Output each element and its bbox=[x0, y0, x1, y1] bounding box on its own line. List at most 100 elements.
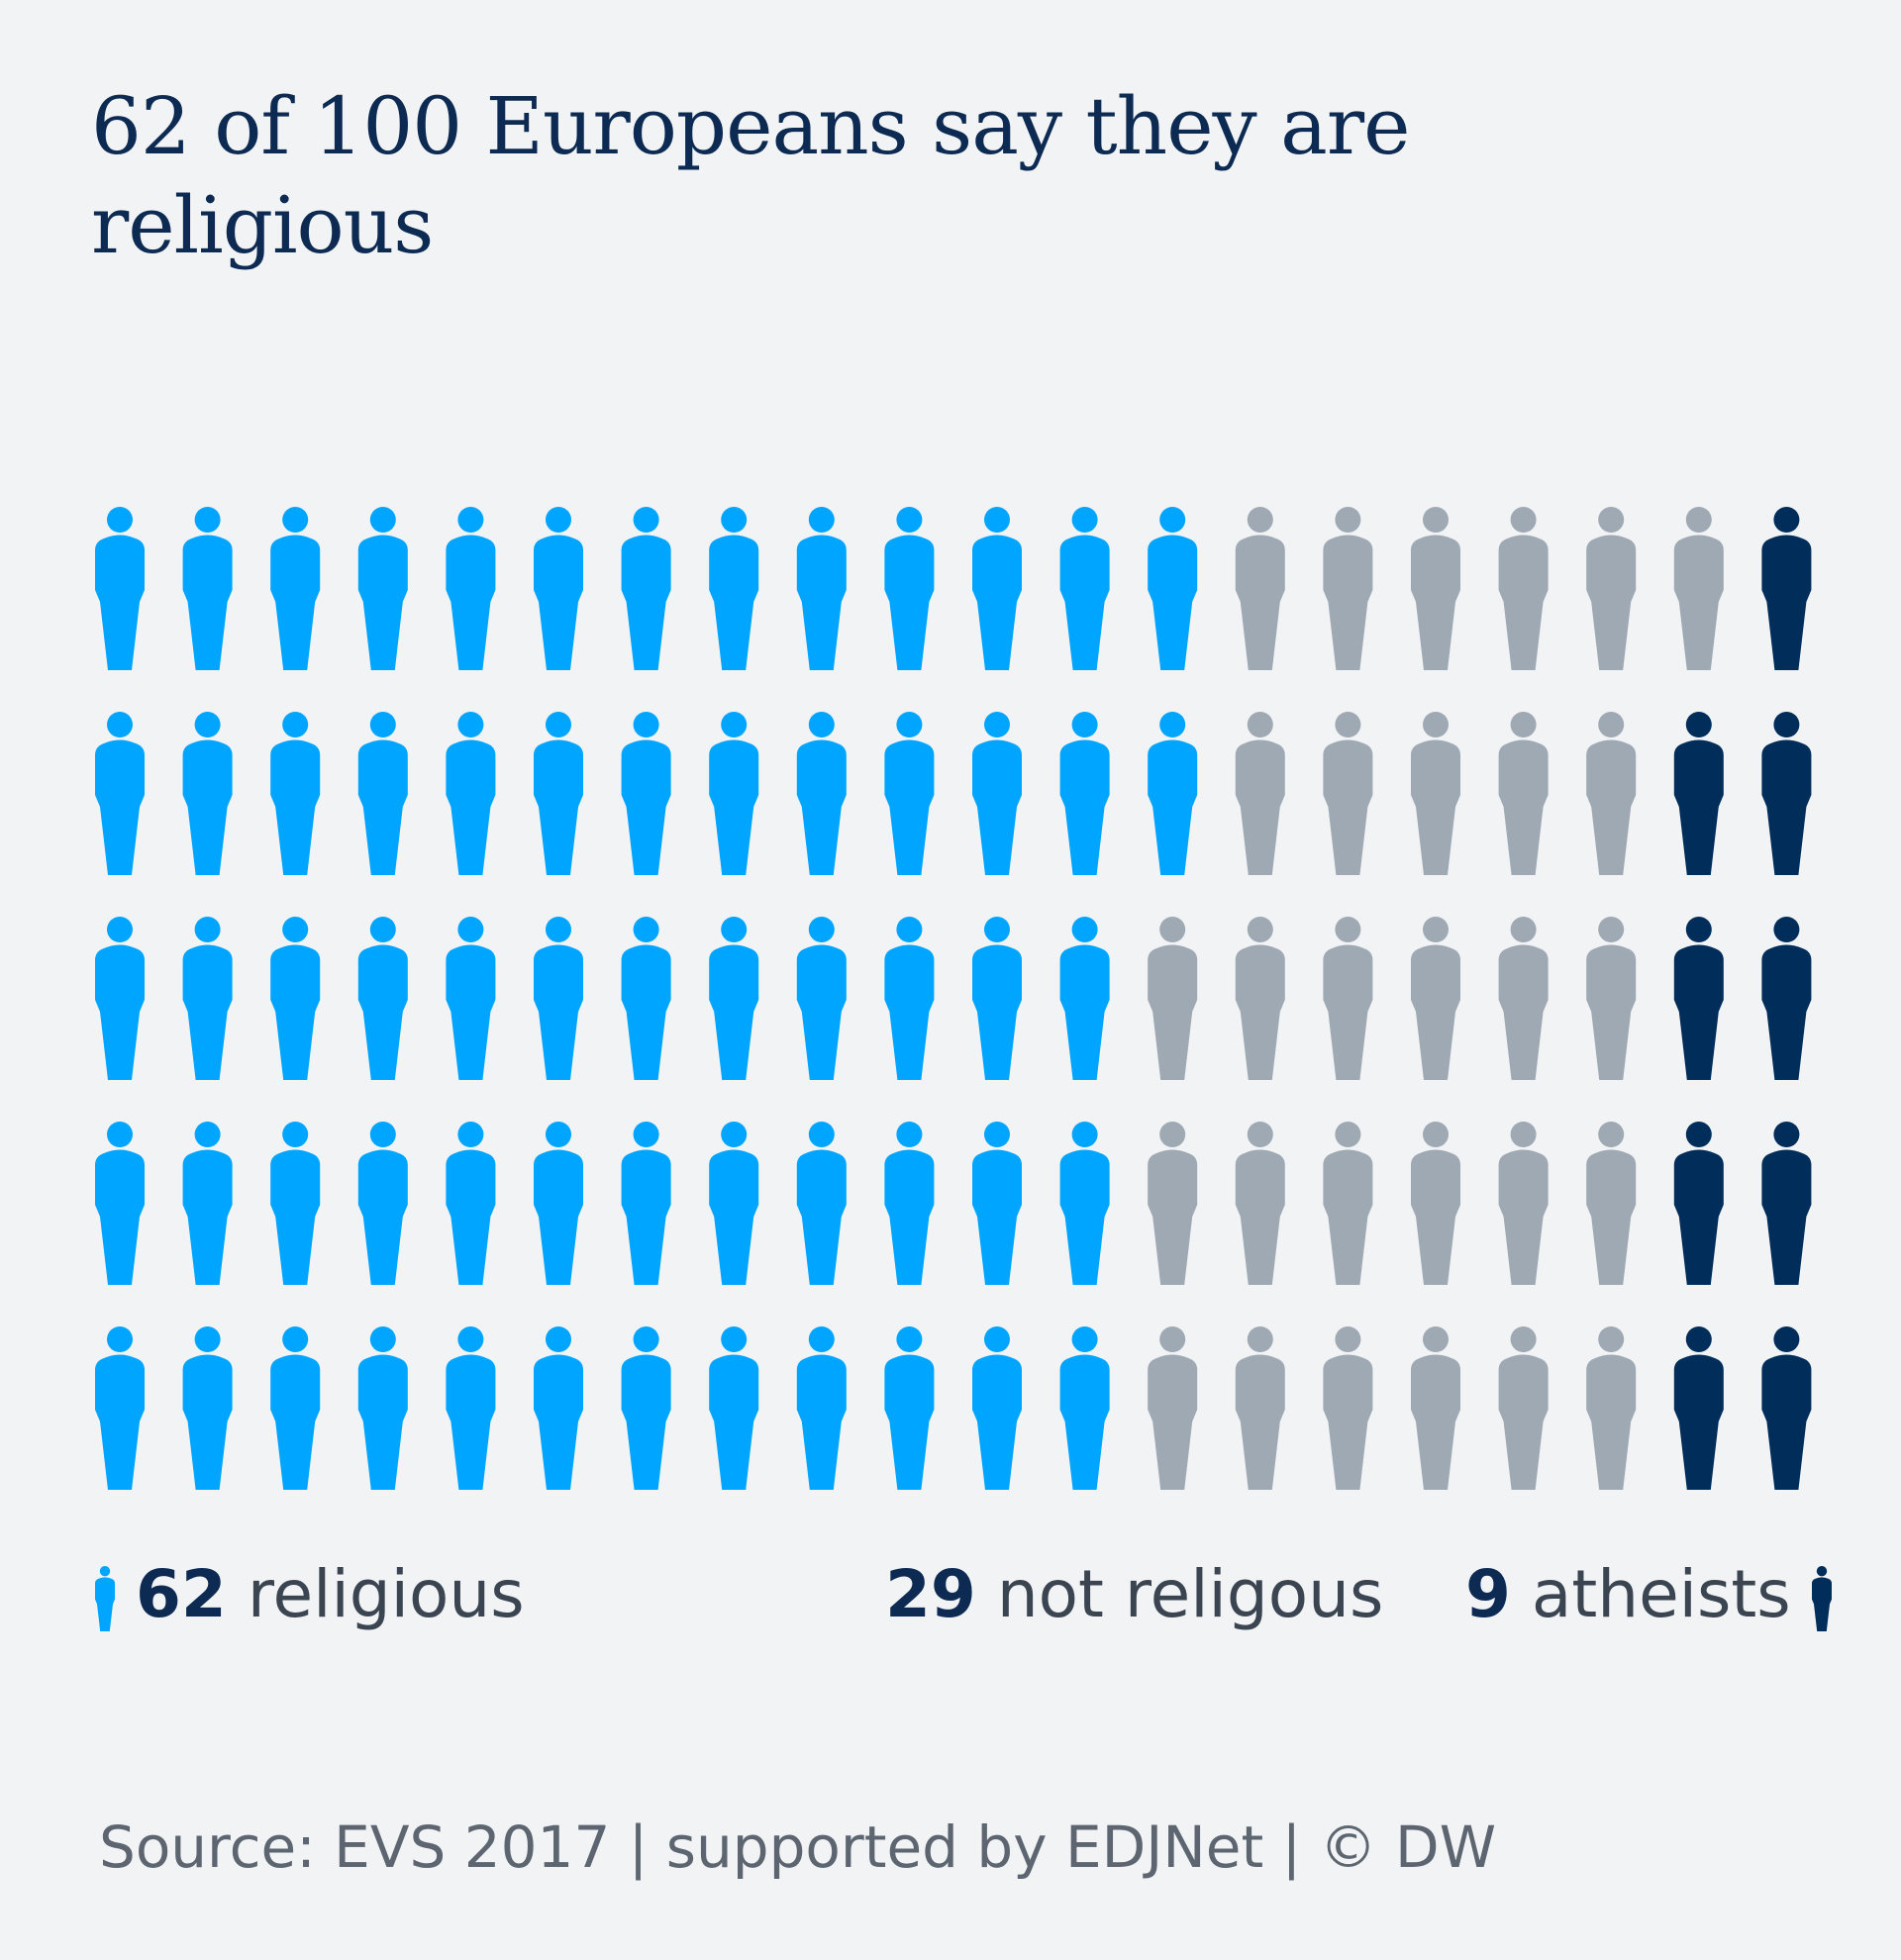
person-figure-religious bbox=[884, 1326, 935, 1490]
legend-religious-value: 62 bbox=[135, 1556, 227, 1632]
person-figure-religious bbox=[621, 1122, 671, 1285]
person-figure-religious bbox=[357, 1326, 408, 1490]
person-figure-religious bbox=[95, 712, 145, 875]
person-figure-not-religious bbox=[1323, 1326, 1373, 1490]
person-figure-not-religious bbox=[1235, 1326, 1285, 1490]
person-figure-atheists bbox=[1673, 917, 1724, 1080]
source-note: Source: EVS 2017 | supported by EDJNet |… bbox=[99, 1813, 1497, 1881]
person-figure-religious bbox=[534, 917, 583, 1080]
person-figure-religious bbox=[1059, 1326, 1110, 1490]
person-figure-religious bbox=[446, 917, 496, 1080]
person-figure-religious bbox=[446, 507, 496, 670]
person-figure-not-religious bbox=[1498, 507, 1549, 670]
person-figure-religious bbox=[95, 507, 145, 670]
person-figure-not-religious bbox=[1411, 1326, 1460, 1490]
person-figure-religious bbox=[446, 1326, 496, 1490]
person-figure-religious bbox=[534, 507, 583, 670]
person-figure-atheists bbox=[1761, 507, 1812, 670]
chart-title: 62 of 100 Europeans say they are religio… bbox=[91, 80, 1410, 271]
person-figure-not-religious bbox=[1148, 1122, 1198, 1285]
person-figure-religious bbox=[182, 1326, 233, 1490]
person-figure-religious bbox=[796, 712, 847, 875]
person-figure-atheists bbox=[1673, 712, 1724, 875]
person-figure-not-religious bbox=[1411, 917, 1460, 1080]
legend-not-religious: 29 not religous bbox=[885, 1550, 1383, 1639]
person-figure-religious bbox=[95, 1122, 145, 1285]
person-figure-not-religious bbox=[1323, 917, 1373, 1080]
person-figure-religious bbox=[446, 712, 496, 875]
person-figure-atheists bbox=[1761, 712, 1812, 875]
person-figure-not-religious bbox=[1235, 1122, 1285, 1285]
person-figure-not-religious bbox=[1498, 712, 1549, 875]
legend-religious-label: religious bbox=[247, 1556, 525, 1632]
person-figure-not-religious bbox=[1235, 917, 1285, 1080]
person-figure-religious bbox=[621, 917, 671, 1080]
person-figure-not-religious bbox=[1586, 1122, 1637, 1285]
person-figure-religious bbox=[270, 1326, 321, 1490]
person-figure-not-religious bbox=[1586, 1326, 1637, 1490]
person-figure-religious bbox=[1148, 712, 1198, 875]
legend-atheists-label: atheists bbox=[1531, 1556, 1791, 1632]
person-figure-religious bbox=[95, 917, 145, 1080]
person-figure-religious bbox=[621, 507, 671, 670]
person-figure-religious bbox=[182, 917, 233, 1080]
person-figure-religious bbox=[884, 917, 935, 1080]
person-figure-not-religious bbox=[1673, 507, 1724, 670]
person-figure-religious bbox=[709, 1122, 759, 1285]
person-figure-atheists bbox=[1761, 917, 1812, 1080]
person-figure-religious bbox=[709, 917, 759, 1080]
person-figure-religious bbox=[270, 507, 321, 670]
pictogram-grid bbox=[95, 507, 1812, 1490]
person-figure-religious bbox=[884, 1122, 935, 1285]
person-icon bbox=[95, 1565, 115, 1631]
person-icon bbox=[1811, 1565, 1832, 1631]
person-figure-religious bbox=[972, 1122, 1022, 1285]
person-figure-religious bbox=[1059, 1122, 1110, 1285]
legend-atheists: 9 atheists bbox=[1465, 1550, 1832, 1639]
person-figure-atheists bbox=[1673, 1122, 1724, 1285]
person-figure-religious bbox=[446, 1122, 496, 1285]
person-figure-religious bbox=[1059, 712, 1110, 875]
person-figure-religious bbox=[182, 712, 233, 875]
person-figure-not-religious bbox=[1235, 712, 1285, 875]
person-figure-religious bbox=[884, 507, 935, 670]
person-figure-religious bbox=[972, 1326, 1022, 1490]
person-figure-religious bbox=[182, 1122, 233, 1285]
person-figure-not-religious bbox=[1498, 1326, 1549, 1490]
person-figure-religious bbox=[709, 712, 759, 875]
person-figure-religious bbox=[796, 507, 847, 670]
person-figure-religious bbox=[1148, 507, 1198, 670]
person-figure-religious bbox=[357, 1122, 408, 1285]
person-figure-not-religious bbox=[1323, 507, 1373, 670]
person-figure-not-religious bbox=[1586, 917, 1637, 1080]
person-figure-atheists bbox=[1761, 1122, 1812, 1285]
person-figure-atheists bbox=[1761, 1326, 1812, 1490]
person-figure-religious bbox=[796, 917, 847, 1080]
person-figure-not-religious bbox=[1148, 1326, 1198, 1490]
person-figure-religious bbox=[95, 1326, 145, 1490]
person-figure-religious bbox=[357, 507, 408, 670]
person-figure-religious bbox=[534, 1122, 583, 1285]
person-figure-religious bbox=[1059, 507, 1110, 670]
person-figure-religious bbox=[972, 917, 1022, 1080]
legend-religious: 62 religious bbox=[95, 1550, 525, 1639]
person-figure-religious bbox=[972, 712, 1022, 875]
person-figure-not-religious bbox=[1411, 1122, 1460, 1285]
person-figure-not-religious bbox=[1411, 507, 1460, 670]
person-figure-religious bbox=[1059, 917, 1110, 1080]
legend-atheists-value: 9 bbox=[1465, 1556, 1511, 1632]
person-figure-religious bbox=[621, 1326, 671, 1490]
person-figure-not-religious bbox=[1586, 507, 1637, 670]
person-figure-religious bbox=[270, 1122, 321, 1285]
person-figure-religious bbox=[709, 507, 759, 670]
person-figure-religious bbox=[270, 712, 321, 875]
person-figure-religious bbox=[709, 1326, 759, 1490]
person-figure-not-religious bbox=[1498, 917, 1549, 1080]
person-figure-religious bbox=[796, 1122, 847, 1285]
person-figure-religious bbox=[357, 917, 408, 1080]
person-figure-atheists bbox=[1673, 1326, 1724, 1490]
person-figure-not-religious bbox=[1586, 712, 1637, 875]
person-figure-religious bbox=[270, 917, 321, 1080]
person-figure-not-religious bbox=[1235, 507, 1285, 670]
person-figure-religious bbox=[884, 712, 935, 875]
